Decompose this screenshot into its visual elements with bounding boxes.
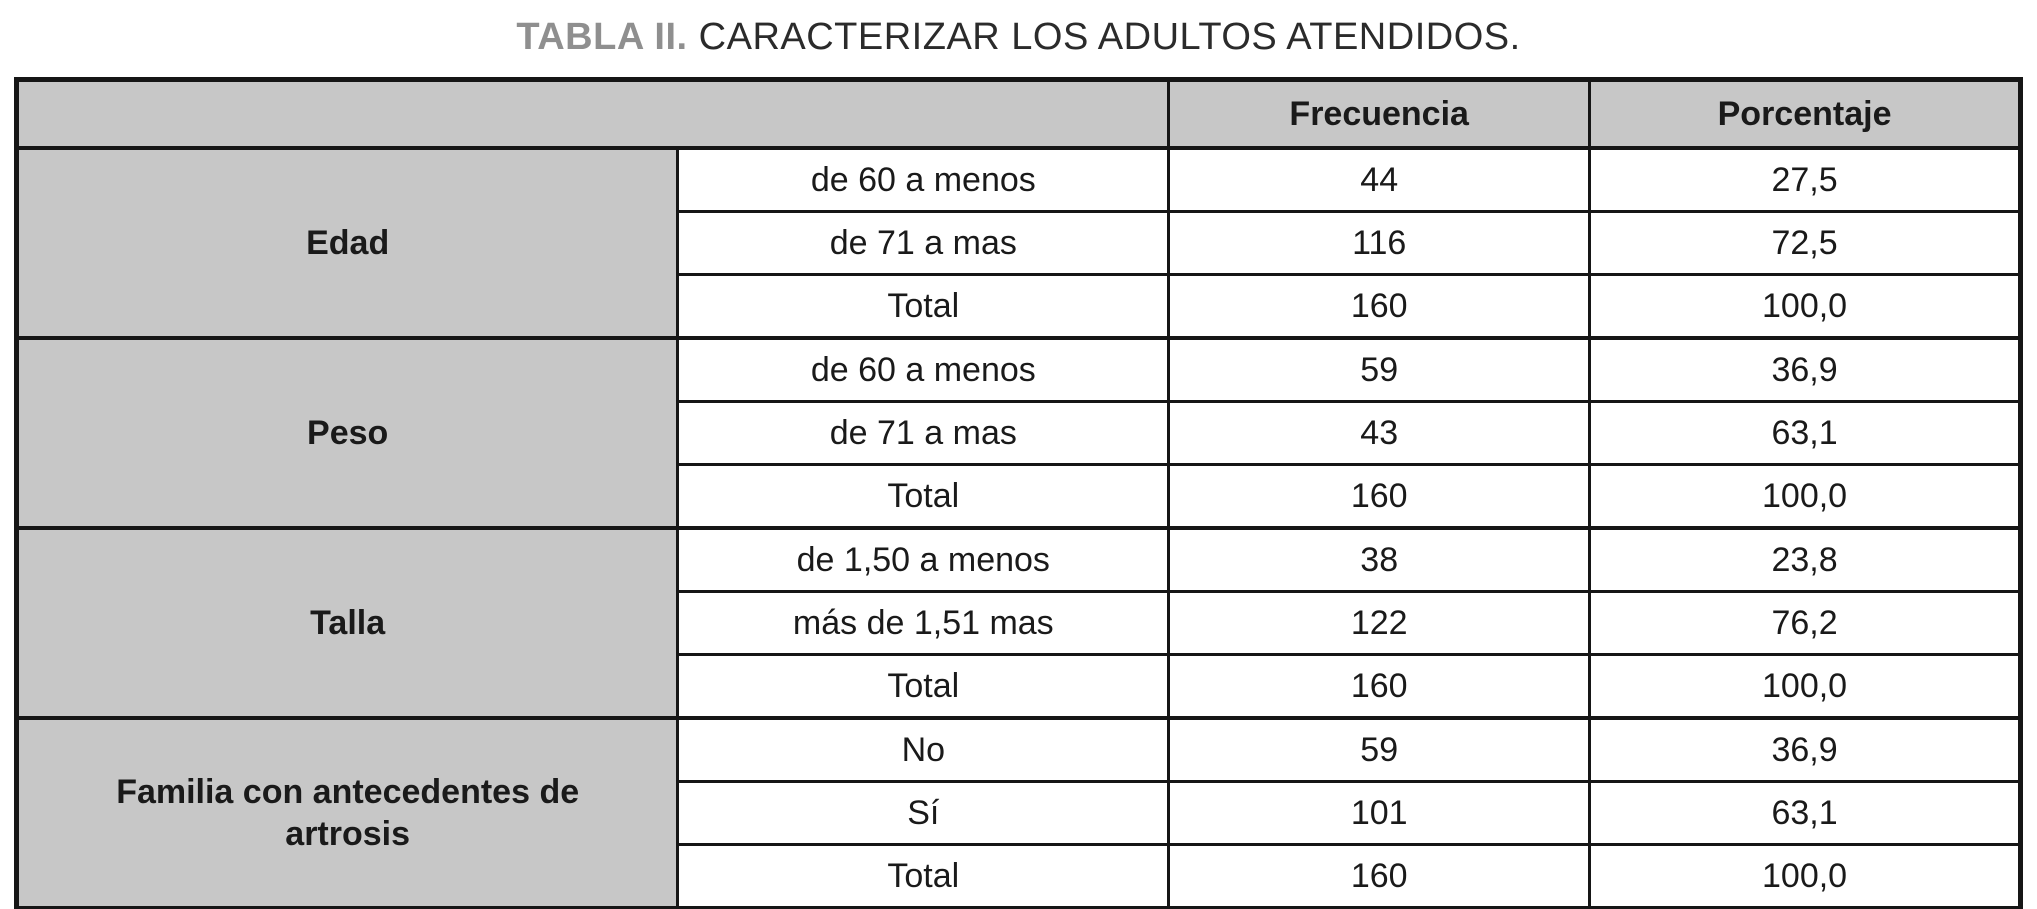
table-row: Familia con antecedentes de artrosis No … xyxy=(14,716,2022,909)
label-cell: Total xyxy=(676,463,1171,530)
label-cell: más de 1,51 mas xyxy=(676,590,1171,656)
table-row: Total 160 100,0 xyxy=(17,273,2022,340)
porcentaje-cell: 72,5 xyxy=(1588,210,2022,276)
category-cell-talla: Talla xyxy=(14,526,680,720)
header-spacer-cell xyxy=(14,78,1171,150)
porcentaje-cell: 36,9 xyxy=(1588,716,2022,783)
table-row: Edad de 60 a menos 44 27,5 xyxy=(14,146,2022,340)
table-row: Sí 101 63,1 xyxy=(17,780,2022,846)
table-caption-label: TABLA II. xyxy=(516,16,688,58)
column-header-porcentaje: Porcentaje xyxy=(1588,78,2022,150)
frecuencia-cell: 160 xyxy=(1167,653,1592,720)
data-table: Frecuencia Porcentaje Edad de 60 a menos… xyxy=(14,77,2023,909)
table-row: de 71 a mas 116 72,5 xyxy=(17,210,2022,276)
frecuencia-cell: 160 xyxy=(1167,273,1592,340)
table-row: Peso de 60 a menos 59 36,9 xyxy=(14,336,2022,530)
table-caption: TABLA II. CARACTERIZAR LOS ADULTOS ATEND… xyxy=(0,16,2037,59)
frecuencia-cell: 59 xyxy=(1167,336,1592,403)
table-row: más de 1,51 mas 122 76,2 xyxy=(17,590,2022,656)
label-cell: No xyxy=(676,716,1171,783)
frecuencia-cell: 59 xyxy=(1167,716,1592,783)
porcentaje-cell: 27,5 xyxy=(1588,146,2022,213)
header-row: Frecuencia Porcentaje xyxy=(14,78,2022,150)
porcentaje-cell: 76,2 xyxy=(1588,590,2022,656)
table-row: Talla de 1,50 a menos 38 23,8 xyxy=(14,526,2022,720)
column-header-frecuencia: Frecuencia xyxy=(1167,78,1592,150)
frecuencia-cell: 38 xyxy=(1167,526,1592,593)
porcentaje-cell: 63,1 xyxy=(1588,400,2022,466)
frecuencia-cell: 116 xyxy=(1167,210,1592,276)
label-cell: Sí xyxy=(676,780,1171,846)
frecuencia-cell: 43 xyxy=(1167,400,1592,466)
frecuencia-cell: 44 xyxy=(1167,146,1592,213)
porcentaje-cell: 36,9 xyxy=(1588,336,2022,403)
porcentaje-cell: 63,1 xyxy=(1588,780,2022,846)
category-cell-familia: Familia con antecedentes de artrosis xyxy=(14,716,680,909)
porcentaje-cell: 100,0 xyxy=(1588,273,2022,340)
category-cell-edad: Edad xyxy=(14,146,680,340)
table-row: Total 160 100,0 xyxy=(17,653,2022,720)
frecuencia-cell: 122 xyxy=(1167,590,1592,656)
label-cell: de 60 a menos xyxy=(676,336,1171,403)
frecuencia-cell: 101 xyxy=(1167,780,1592,846)
label-cell: de 1,50 a menos xyxy=(676,526,1171,593)
label-cell: de 60 a menos xyxy=(676,146,1171,213)
table-row: Total 160 100,0 xyxy=(17,463,2022,530)
frecuencia-cell: 160 xyxy=(1167,843,1592,909)
porcentaje-cell: 23,8 xyxy=(1588,526,2022,593)
label-cell: Total xyxy=(676,653,1171,720)
category-cell-peso: Peso xyxy=(14,336,680,530)
table-row: de 71 a mas 43 63,1 xyxy=(17,400,2022,466)
table-caption-text: CARACTERIZAR LOS ADULTOS ATENDIDOS. xyxy=(698,16,1521,58)
label-cell: Total xyxy=(676,843,1171,909)
label-cell: de 71 a mas xyxy=(676,400,1171,466)
frecuencia-cell: 160 xyxy=(1167,463,1592,530)
label-cell: de 71 a mas xyxy=(676,210,1171,276)
porcentaje-cell: 100,0 xyxy=(1588,463,2022,530)
porcentaje-cell: 100,0 xyxy=(1588,653,2022,720)
table-row: Total 160 100,0 xyxy=(17,843,2022,909)
porcentaje-cell: 100,0 xyxy=(1588,843,2022,909)
label-cell: Total xyxy=(676,273,1171,340)
